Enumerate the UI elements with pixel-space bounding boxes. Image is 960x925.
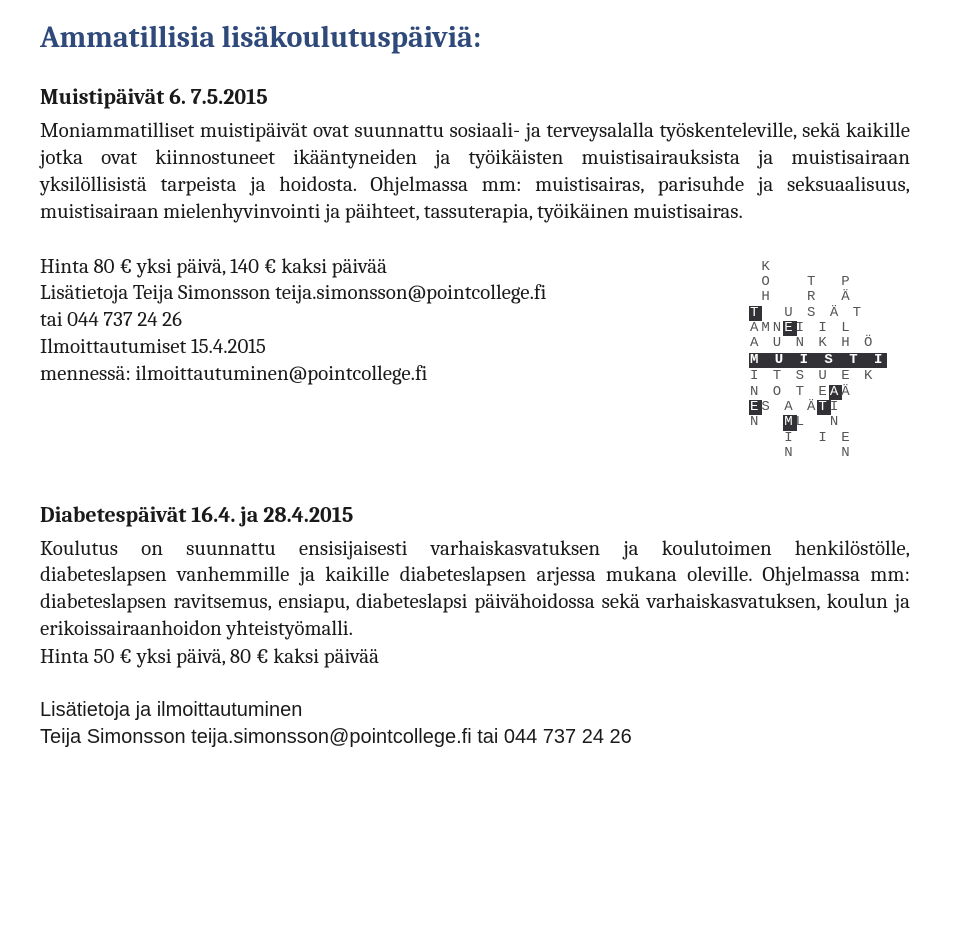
event-1-info-row: Hinta 80 € yksi päivä, 140 € kaksi päivä…: [40, 254, 910, 462]
event-1-price: Hinta 80 € yksi päivä, 140 € kaksi päivä…: [40, 254, 726, 281]
page-title: Ammatillisia lisäkoulutuspäiviä:: [40, 20, 910, 56]
event-2-body: Koulutus on suunnattu ensisijaisesti var…: [40, 536, 910, 644]
document-page: Ammatillisia lisäkoulutuspäiviä: Muistip…: [0, 0, 960, 925]
event-1-contact-1: Lisätietoja Teija Simonsson teija.simons…: [40, 280, 726, 307]
muisti-logo: K O T P H R Ä T U S Ä T AMNEI I L A U N …: [750, 254, 910, 462]
event-2-title: Diabetespäivät 16.4. ja 28.4.2015: [40, 502, 910, 528]
footer-line-2: Teija Simonsson teija.simonsson@pointcol…: [40, 724, 910, 751]
event-1-deadline-1: Ilmoittautumiset 15.4.2015: [40, 334, 726, 361]
logo-word-art: K O T P H R Ä T U S Ä T AMNEI I L A U N …: [750, 260, 910, 462]
footer-contact: Lisätietoja ja ilmoittautuminen Teija Si…: [40, 697, 910, 751]
footer-line-1: Lisätietoja ja ilmoittautuminen: [40, 697, 910, 724]
event-1: Muistipäivät 6. 7.5.2015 Moniammatillise…: [40, 84, 910, 462]
event-2: Diabetespäivät 16.4. ja 28.4.2015 Koulut…: [40, 502, 910, 670]
event-1-deadline-2: mennessä: ilmoittautuminen@pointcollege.…: [40, 361, 726, 388]
event-1-info: Hinta 80 € yksi päivä, 140 € kaksi päivä…: [40, 254, 726, 388]
event-2-price: Hinta 50 € yksi päivä, 80 € kaksi päivää: [40, 645, 910, 669]
event-1-title: Muistipäivät 6. 7.5.2015: [40, 84, 910, 110]
event-1-contact-2: tai 044 737 24 26: [40, 307, 726, 334]
event-1-body: Moniammatilliset muistipäivät ovat suunn…: [40, 118, 910, 226]
